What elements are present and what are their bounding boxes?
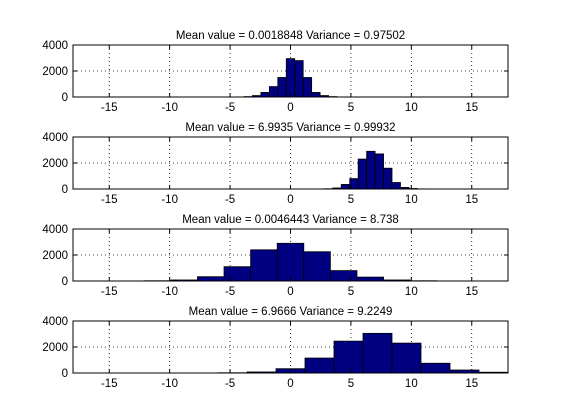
x-tick-label: 0 (287, 286, 293, 298)
y-tick-label: 2000 (42, 342, 68, 354)
subplot-2: -15 -10 -5 0 5 10 15 0 2000 4000 Mean value = 6.99… (42, 122, 509, 206)
subplot-3: -15 -10 -5 0 5 10 15 0 2000 4000 Mean value = 0.00… (42, 214, 509, 298)
x-tick-label: 10 (405, 378, 418, 390)
y-tick-label: 2000 (42, 158, 68, 170)
x-tick-label: -15 (101, 378, 118, 390)
x-tick-label: 0 (287, 378, 293, 390)
x-tick-label: 5 (348, 286, 354, 298)
histogram-bar (250, 249, 278, 282)
x-tick-label: 0 (287, 194, 293, 206)
x-tick-label: -10 (161, 194, 178, 206)
histogram-bar (362, 332, 393, 374)
x-tick-label: -10 (161, 286, 178, 298)
y-tick-label: 0 (62, 276, 68, 288)
histogram-bar (304, 357, 335, 374)
histogram-bar (223, 266, 252, 282)
y-tick-label: 4000 (42, 316, 68, 328)
histogram-bar (366, 150, 376, 190)
x-tick-label: 15 (465, 378, 478, 390)
x-tick-label: 15 (465, 194, 478, 206)
y-tick-label: 4000 (42, 224, 68, 236)
histogram-bar (197, 276, 225, 282)
x-tick-label: -15 (101, 286, 118, 298)
histogram-bar (383, 167, 393, 190)
subplot-1: -15 -10 -5 0 5 10 15 0 2000 4000 Mean value = 0.00… (42, 30, 509, 114)
x-tick-label: -5 (225, 286, 235, 298)
y-tick-label: 0 (62, 92, 68, 104)
histogram-bar (277, 77, 287, 98)
histogram-bar (329, 270, 358, 282)
y-tick-label: 2000 (42, 250, 68, 262)
histogram-bar (391, 342, 422, 374)
subplot-title: Mean value = 6.9935 Variance = 0.99932 (185, 122, 395, 134)
histogram-bar (356, 276, 384, 282)
x-tick-label: -10 (161, 102, 178, 114)
histogram-bar (260, 92, 270, 98)
y-tick-label: 4000 (42, 132, 68, 144)
histogram-bar (303, 251, 331, 282)
histogram-bar (333, 340, 364, 374)
x-tick-label: 10 (405, 194, 418, 206)
x-tick-label: 15 (465, 102, 478, 114)
histogram-bar (391, 182, 401, 190)
y-tick-label: 2000 (42, 66, 68, 78)
histogram-bar (374, 153, 384, 190)
x-tick-label: 5 (348, 194, 354, 206)
y-tick-label: 0 (62, 184, 68, 196)
y-tick-label: 4000 (42, 40, 68, 52)
x-tick-label: -15 (101, 102, 118, 114)
x-tick-label: -5 (225, 378, 235, 390)
x-tick-label: 10 (405, 102, 418, 114)
histogram-bar (340, 184, 351, 190)
histogram-bar (268, 86, 279, 98)
subplot-title: Mean value = 0.0018848 Variance = 0.9750… (176, 30, 405, 42)
x-tick-label: 5 (348, 102, 354, 114)
x-tick-label: -10 (161, 378, 178, 390)
x-tick-label: 5 (348, 378, 354, 390)
x-tick-label: -5 (225, 194, 235, 206)
x-tick-label: 0 (287, 102, 293, 114)
histogram-bar (276, 242, 305, 282)
histogram-bar (420, 362, 451, 374)
x-tick-label: -5 (225, 102, 235, 114)
x-tick-label: 10 (405, 286, 418, 298)
histogram-bar (357, 158, 368, 190)
x-tick-label: -15 (101, 194, 118, 206)
subplot-title: Mean value = 6.9666 Variance = 9.2249 (189, 306, 393, 318)
histogram-bar (285, 58, 296, 98)
histogram-bar (311, 92, 321, 98)
subplot-title: Mean value = 0.0046443 Variance = 8.738 (182, 214, 399, 226)
histogram-bar (302, 77, 313, 98)
subplot-4: -15 -10 -5 0 5 10 15 0 2000 4000 Mean value = 6.96… (42, 306, 509, 390)
x-tick-label: 15 (465, 286, 478, 298)
histogram-bar (294, 60, 304, 98)
y-tick-label: 0 (62, 368, 68, 380)
